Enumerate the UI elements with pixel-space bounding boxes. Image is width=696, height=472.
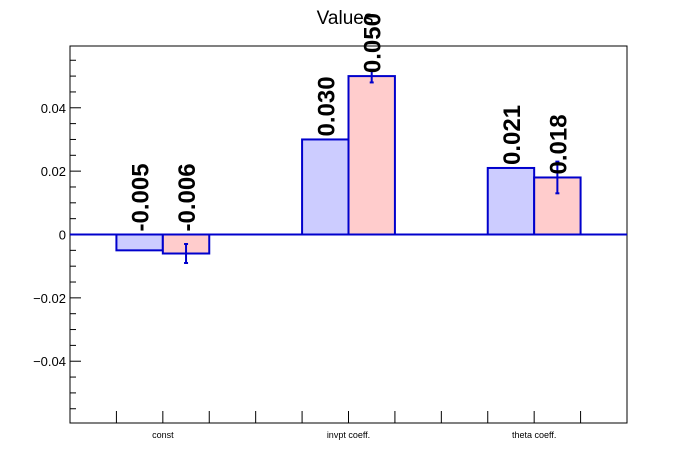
- y-tick-label: 0: [59, 228, 66, 243]
- y-tick-label: 0.02: [41, 164, 66, 179]
- value-label: 0.050: [360, 13, 387, 73]
- y-tick-label: 0.04: [41, 101, 66, 116]
- y-tick-label: −0.02: [33, 291, 66, 306]
- category-label: const: [152, 430, 174, 440]
- error-bars-group: [184, 68, 560, 265]
- category-labels-group: const invpt coeff. theta coeff.: [152, 430, 556, 440]
- y-tick-label: −0.04: [33, 354, 66, 369]
- x-axis: [115, 411, 582, 423]
- category-label: invpt coeff.: [327, 430, 370, 440]
- value-label: 0.018: [545, 114, 572, 174]
- chart-title: Values: [317, 8, 374, 29]
- bar: [115, 233, 164, 252]
- category-label: theta coeff.: [512, 430, 556, 440]
- bar: [486, 166, 536, 236]
- value-label: -0.006: [174, 163, 201, 231]
- value-label: -0.005: [128, 163, 155, 231]
- value-label: 0.030: [313, 76, 340, 136]
- value-labels-group: -0.005 -0.006 0.030 0.050 0.021 0.018: [128, 13, 573, 231]
- value-label: 0.021: [499, 105, 526, 165]
- bar: [301, 138, 350, 236]
- y-axis: −0.04 −0.02 0 0.02 0.04: [33, 59, 81, 410]
- bar: [347, 75, 396, 236]
